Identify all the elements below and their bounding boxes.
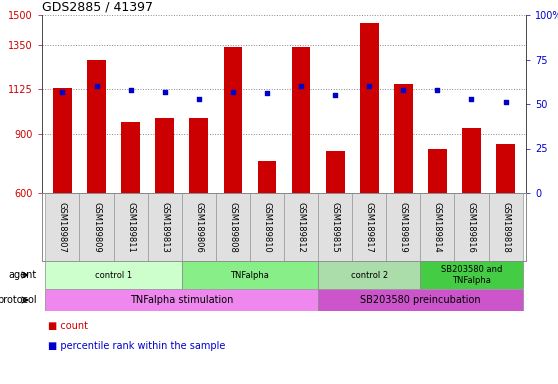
Bar: [182, 193, 216, 261]
Bar: [155, 118, 174, 193]
Point: [126, 87, 135, 93]
Text: control 2: control 2: [350, 270, 388, 280]
Text: SB203580 and
TNFalpha: SB203580 and TNFalpha: [441, 265, 502, 285]
Bar: [45, 289, 318, 311]
Bar: [428, 149, 447, 193]
Bar: [216, 193, 250, 261]
Text: GSM189818: GSM189818: [501, 202, 510, 252]
Bar: [87, 61, 106, 193]
Point: [58, 88, 67, 94]
Text: GSM189816: GSM189816: [467, 202, 476, 252]
Point: [331, 92, 340, 98]
Text: GSM189812: GSM189812: [296, 202, 306, 252]
Text: agent: agent: [8, 270, 36, 280]
Text: protocol: protocol: [0, 295, 36, 305]
Text: control 1: control 1: [95, 270, 132, 280]
Text: GDS2885 / 41397: GDS2885 / 41397: [42, 1, 153, 14]
Text: ■ count: ■ count: [47, 321, 88, 331]
Text: GSM189815: GSM189815: [331, 202, 340, 252]
Point: [92, 83, 101, 89]
Bar: [454, 193, 488, 261]
Point: [160, 88, 169, 94]
Text: TNFalpha stimulation: TNFalpha stimulation: [130, 295, 233, 305]
Bar: [121, 122, 140, 193]
Bar: [224, 46, 242, 193]
Text: SB203580 preincubation: SB203580 preincubation: [360, 295, 480, 305]
Bar: [114, 193, 148, 261]
Bar: [318, 289, 523, 311]
Bar: [250, 193, 284, 261]
Bar: [53, 88, 72, 193]
Bar: [148, 193, 182, 261]
Bar: [394, 84, 413, 193]
Text: GSM189808: GSM189808: [228, 202, 237, 252]
Point: [399, 87, 408, 93]
Text: GSM189819: GSM189819: [399, 202, 408, 252]
Bar: [360, 23, 378, 193]
Bar: [284, 193, 318, 261]
Bar: [182, 261, 318, 289]
Point: [297, 83, 306, 89]
Bar: [496, 144, 515, 193]
Point: [467, 96, 476, 102]
Text: ■ percentile rank within the sample: ■ percentile rank within the sample: [47, 341, 225, 351]
Bar: [352, 193, 386, 261]
Bar: [318, 193, 352, 261]
Text: GSM189811: GSM189811: [126, 202, 135, 252]
Text: GSM189814: GSM189814: [433, 202, 442, 252]
Text: GSM189810: GSM189810: [262, 202, 271, 252]
Point: [433, 87, 442, 93]
Text: GSM189806: GSM189806: [194, 202, 203, 252]
Bar: [462, 128, 481, 193]
Text: GSM189809: GSM189809: [92, 202, 101, 252]
Point: [365, 83, 374, 89]
Point: [194, 96, 203, 102]
Bar: [189, 118, 208, 193]
Bar: [45, 193, 79, 261]
Bar: [420, 261, 523, 289]
Point: [501, 99, 510, 105]
Text: TNFalpha: TNFalpha: [230, 270, 270, 280]
Point: [228, 88, 237, 94]
Bar: [292, 46, 310, 193]
Point: [262, 90, 271, 96]
Bar: [420, 193, 454, 261]
Bar: [79, 193, 114, 261]
Text: GSM189817: GSM189817: [365, 202, 374, 252]
Bar: [258, 161, 276, 193]
Text: GSM189807: GSM189807: [58, 202, 67, 252]
Bar: [488, 193, 523, 261]
Text: GSM189813: GSM189813: [160, 202, 169, 252]
Bar: [386, 193, 420, 261]
Bar: [45, 261, 182, 289]
Bar: [326, 151, 344, 193]
Bar: [318, 261, 420, 289]
